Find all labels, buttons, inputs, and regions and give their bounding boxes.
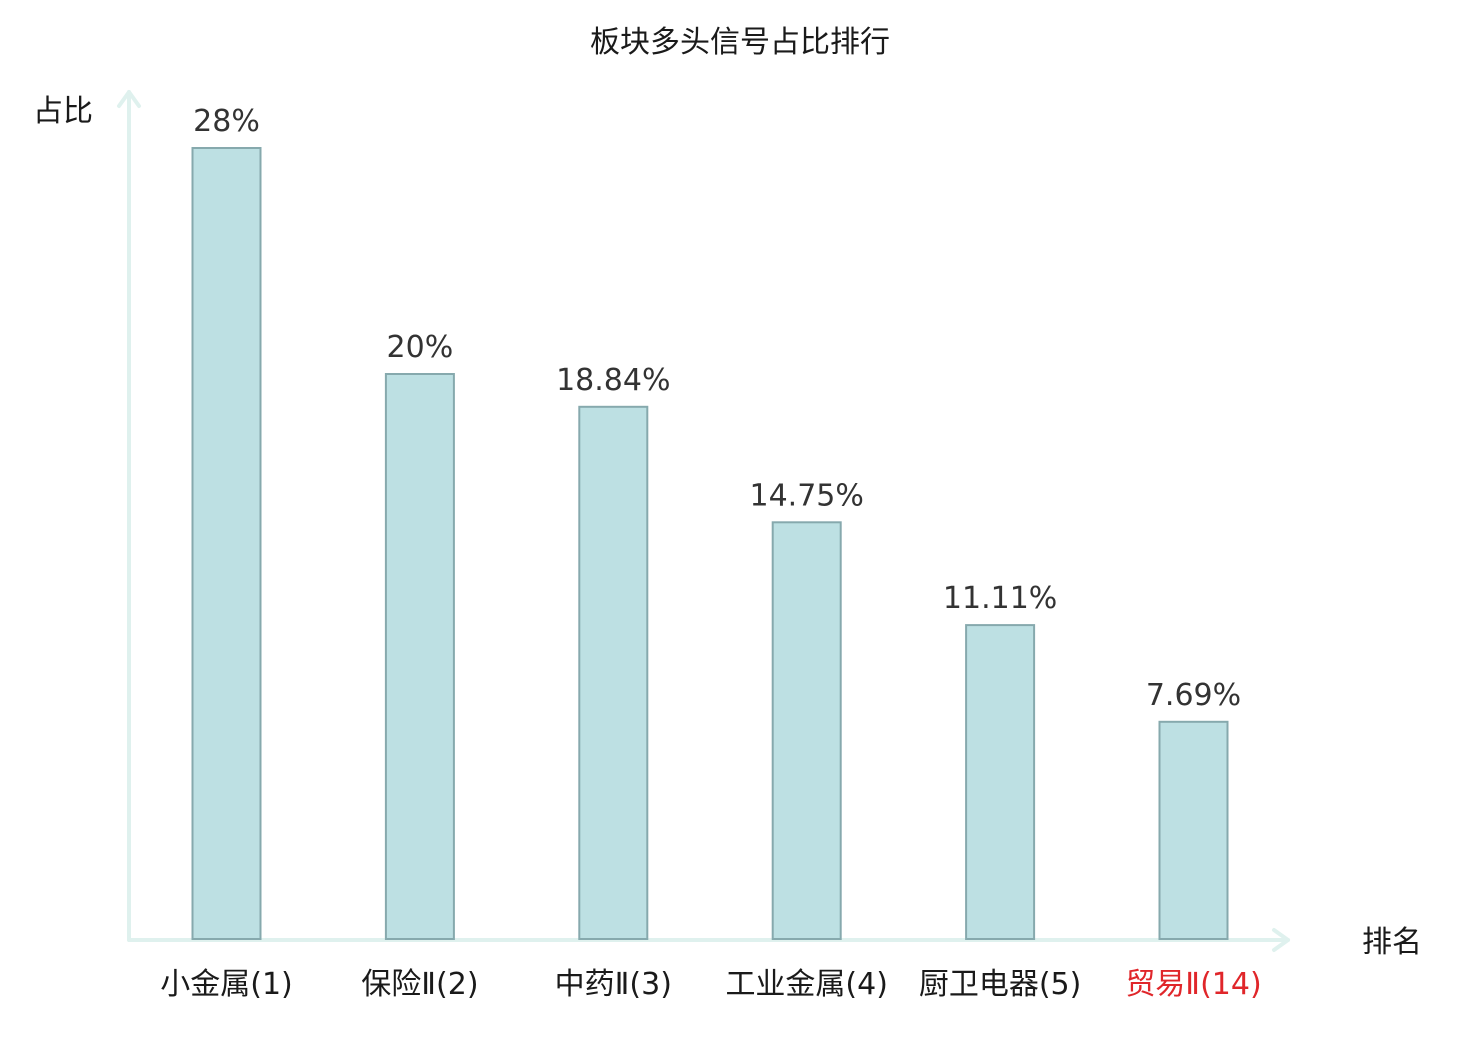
x-tick-label: 小金属(1) bbox=[160, 967, 293, 1002]
bar bbox=[578, 405, 649, 940]
x-axis-arrow-icon bbox=[1272, 928, 1290, 952]
y-axis-arrow-icon bbox=[117, 90, 141, 108]
category-labels: 小金属(1) 保险Ⅱ(2) 中药Ⅱ(3) 工业金属(4) 厨卫电器(5) 贸易Ⅱ(14) bbox=[160, 967, 1261, 1002]
x-tick-label: 工业金属(4) bbox=[725, 967, 888, 1002]
bar-value-label: 20% bbox=[387, 330, 454, 365]
x-tick-label: 贸易Ⅱ(14) bbox=[1125, 967, 1261, 1002]
bar-value-label: 18.84% bbox=[556, 363, 670, 398]
bar-value-label: 28% bbox=[193, 104, 260, 139]
bar bbox=[771, 521, 842, 940]
axes bbox=[117, 90, 1290, 952]
bar bbox=[191, 147, 262, 940]
y-axis-title: 占比 bbox=[33, 94, 93, 129]
x-tick-label: 厨卫电器(5) bbox=[919, 967, 1082, 1002]
bar bbox=[1158, 720, 1229, 940]
x-tick-label: 保险Ⅱ(2) bbox=[361, 967, 478, 1002]
value-labels: 28% 20% 18.84% 14.75% 11.11% 7.69% bbox=[193, 104, 1241, 713]
bar bbox=[965, 624, 1036, 940]
chart-title: 板块多头信号占比排行 bbox=[590, 25, 890, 60]
bar-value-label: 14.75% bbox=[750, 478, 864, 513]
bar-value-label: 7.69% bbox=[1146, 678, 1241, 713]
x-tick-label: 中药Ⅱ(3) bbox=[555, 967, 672, 1002]
x-axis-title: 排名 bbox=[1362, 925, 1422, 960]
bar-value-label: 11.11% bbox=[943, 581, 1057, 616]
bar bbox=[384, 373, 455, 940]
bar-series bbox=[191, 147, 1229, 940]
